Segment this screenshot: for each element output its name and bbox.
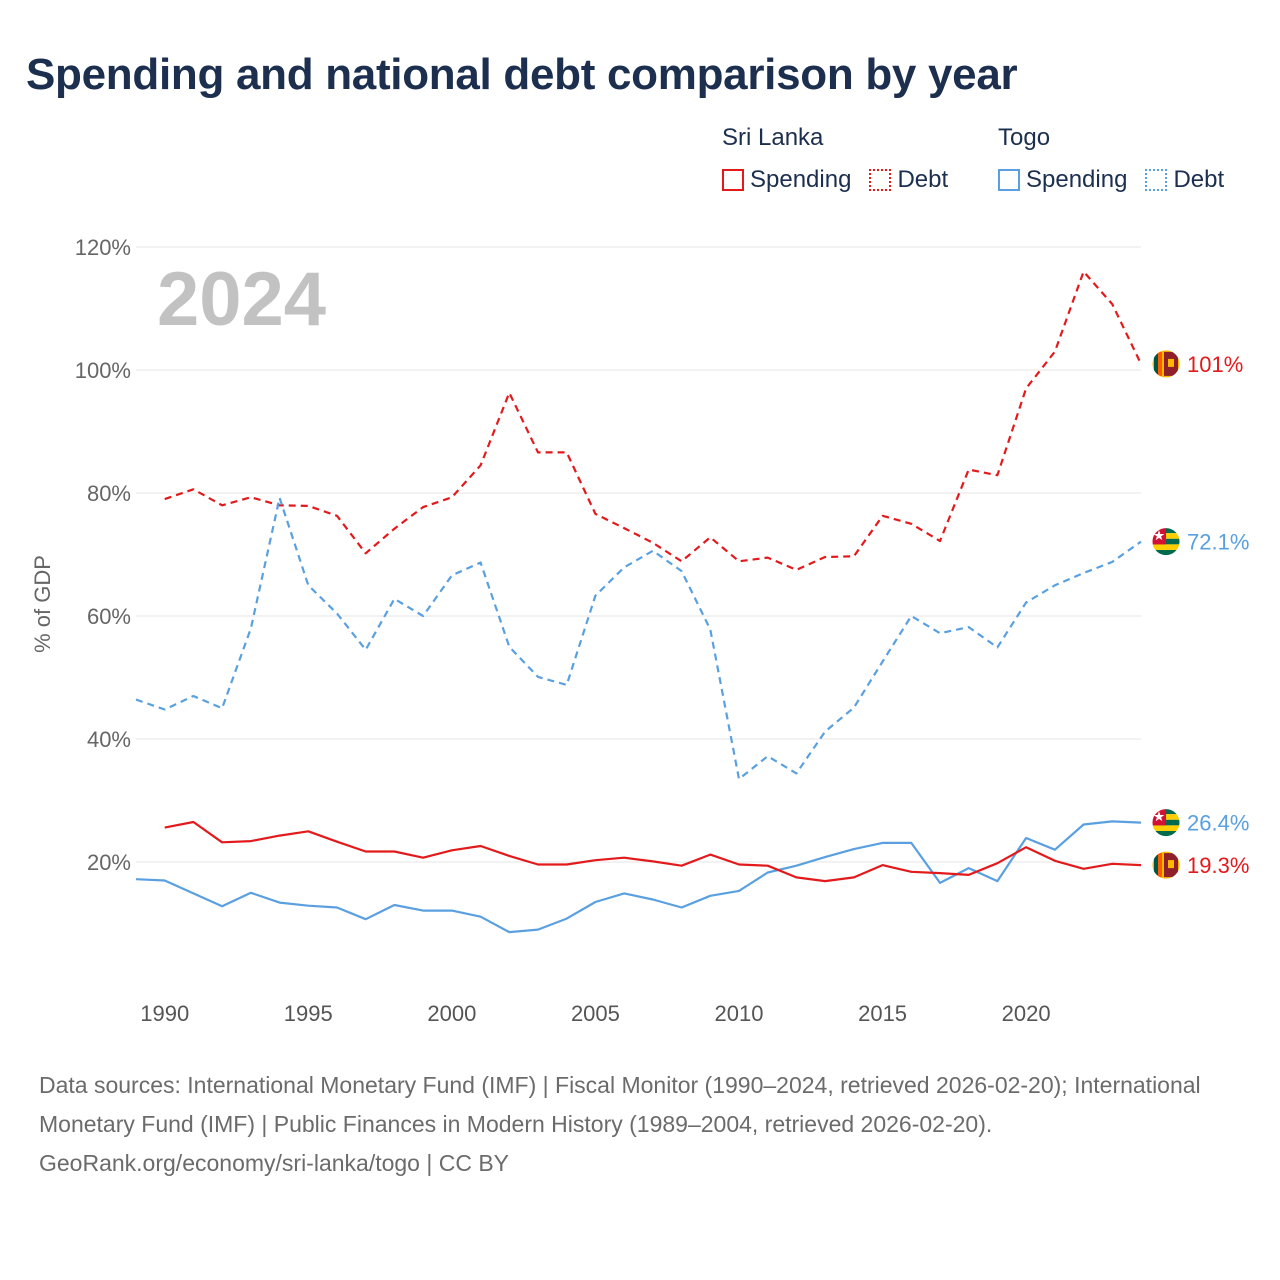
legend-label: Debt [1173,166,1225,193]
series-line-sri-lanka-spending[interactable] [164,820,1142,883]
end-value-label: 26.4% [1187,811,1249,836]
line-chart: 20% 40% 60% 80% 100% 120% 1990 1995 2000 2005 2010… [30,235,1249,1026]
legend-swatch-dotted [1145,169,1168,191]
y-tick-label: 100% [75,358,131,383]
y-tick-label: 20% [87,850,131,875]
end-value-label: 19.3% [1187,853,1249,878]
y-tick-label: 120% [75,235,131,260]
legend-sri-lanka: Sri Lanka Spending Debt [722,124,948,194]
data-sources: Data sources: International Monetary Fun… [39,1072,1201,1137]
series-line-togo-debt[interactable] [135,496,1142,781]
x-tick-label: 2015 [858,1001,907,1026]
series-lines [135,270,1142,934]
legend-swatch-solid [998,169,1020,191]
legend-label: Spending [1026,166,1128,193]
legend-item-sri-lanka-debt[interactable]: Debt [869,166,948,194]
legend-togo: Togo Spending Debt [998,124,1224,194]
sri-lanka-flag-icon [1151,349,1181,379]
x-tick-label: 2010 [715,1001,764,1026]
legend-item-togo-spending[interactable]: Spending [998,166,1127,194]
axes: 20% 40% 60% 80% 100% 120% 1990 1995 2000 2005 2010… [75,235,1051,1026]
legend-country-togo: Togo [998,124,1051,151]
y-tick-label: 80% [87,481,131,506]
end-labels: 101% 72.1% 26.4% 19.3% [1151,349,1249,880]
legend-label: Debt [897,166,949,193]
legend-country-sri-lanka: Sri Lanka [722,124,824,151]
x-tick-label: 2005 [571,1001,620,1026]
x-tick-label: 1990 [140,1001,189,1026]
chart-title: Spending and national debt comparison by… [26,50,1018,99]
togo-flag-icon [1151,808,1181,838]
x-tick-label: 1995 [284,1001,333,1026]
end-value-label: 101% [1187,352,1243,377]
series-line-sri-lanka-debt[interactable] [164,270,1142,571]
year-watermark: 2024 [157,257,326,342]
legend-swatch-solid [722,169,744,191]
footer: Data sources: International Monetary Fun… [39,1066,1239,1183]
y-tick-label: 60% [87,604,131,629]
legend-swatch-dotted [869,169,892,191]
x-tick-label: 2020 [1002,1001,1051,1026]
end-value-label: 72.1% [1187,530,1249,555]
legend-item-togo-debt[interactable]: Debt [1145,166,1224,194]
sri-lanka-flag-icon [1151,850,1181,880]
togo-flag-icon [1151,527,1181,557]
y-tick-label: 40% [87,727,131,752]
gridlines [136,246,1141,863]
series-line-togo-spending[interactable] [135,820,1142,934]
legend-item-sri-lanka-spending[interactable]: Spending [722,166,851,194]
x-tick-label: 2000 [427,1001,476,1026]
credit-link[interactable]: GeoRank.org/economy/sri-lanka/togo | CC … [39,1150,510,1176]
y-axis-title: % of GDP [30,555,55,653]
legend-label: Spending [750,166,852,193]
